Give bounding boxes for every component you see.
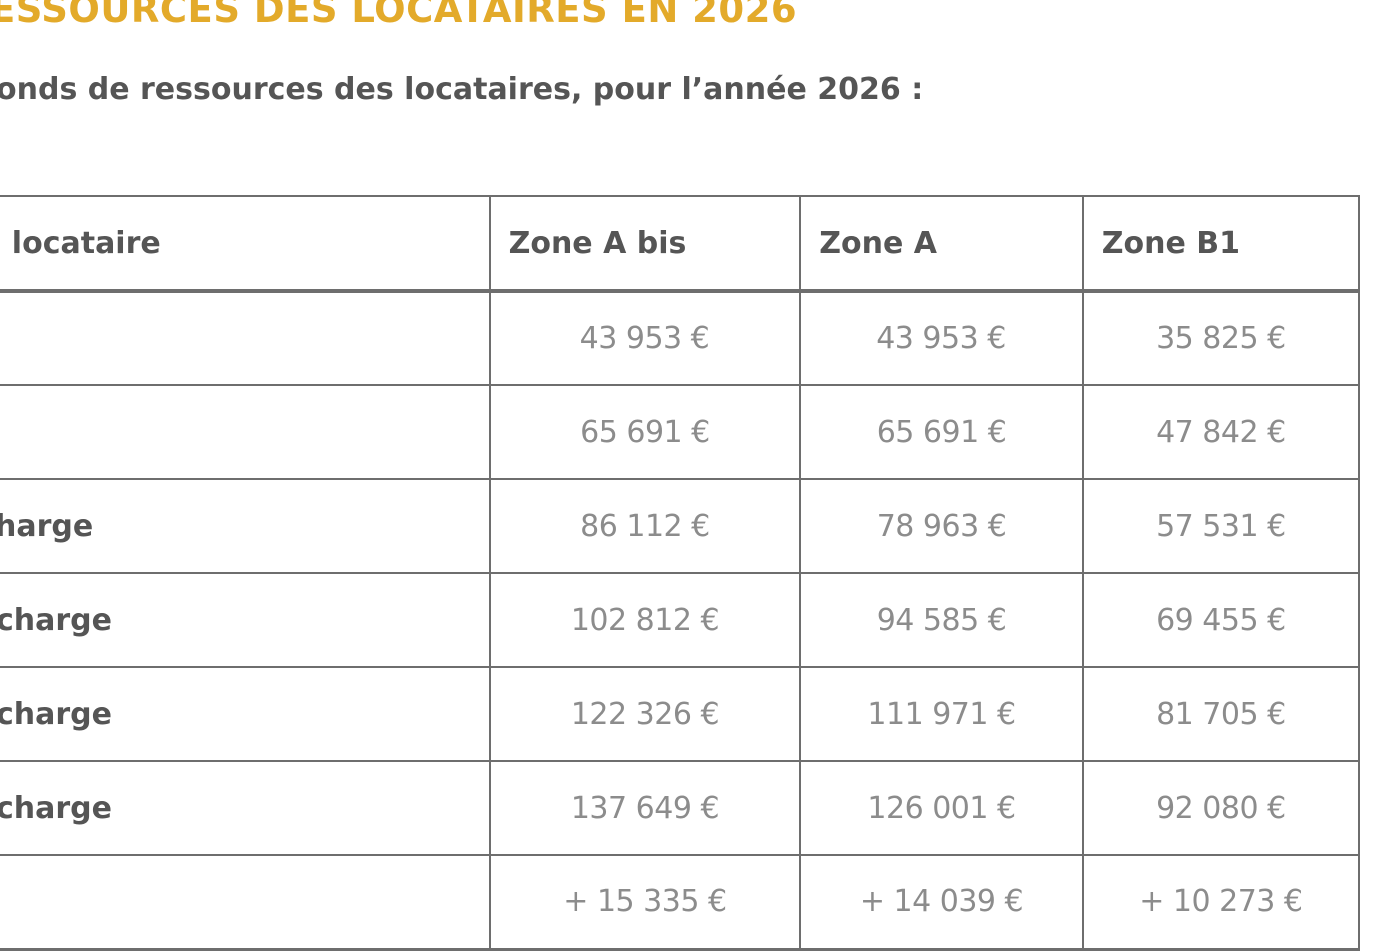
- row-label: [0, 290, 491, 386]
- page-subtitle: onds de ressources des locataires, pour …: [0, 72, 924, 107]
- cell-zone-a-bis: 86 112 €: [488, 478, 802, 574]
- table-row: + 15 335 € + 14 039 € + 10 273 €: [0, 854, 1361, 951]
- table-row: 43 953 € 43 953 € 35 825 €: [0, 290, 1361, 386]
- table-row: charge 137 649 € 126 001 € 92 080 €: [0, 760, 1361, 856]
- column-header-zone-b1: Zone B1: [1081, 195, 1361, 293]
- resource-ceilings-table: u locataire Zone A bis Zone A Zone B1 43…: [0, 195, 1361, 951]
- cell-zone-b1: 92 080 €: [1081, 760, 1361, 856]
- row-label: charge: [0, 572, 491, 668]
- cell-zone-a: 111 971 €: [799, 666, 1084, 762]
- cell-zone-b1: 47 842 €: [1081, 384, 1361, 480]
- row-label: harge: [0, 478, 491, 574]
- column-header-tenant: u locataire: [0, 195, 491, 293]
- column-header-zone-a: Zone A: [799, 195, 1084, 293]
- cell-zone-a-bis: 43 953 €: [488, 290, 802, 386]
- cell-zone-a-bis: 65 691 €: [488, 384, 802, 480]
- cell-zone-a: 43 953 €: [799, 290, 1084, 386]
- cell-zone-a-bis: + 15 335 €: [488, 854, 802, 951]
- cell-zone-a: 78 963 €: [799, 478, 1084, 574]
- row-label: [0, 854, 491, 951]
- cell-zone-a-bis: 102 812 €: [488, 572, 802, 668]
- row-label: [0, 384, 491, 480]
- cell-zone-a: + 14 039 €: [799, 854, 1084, 951]
- table-row: 65 691 € 65 691 € 47 842 €: [0, 384, 1361, 480]
- cell-zone-b1: 35 825 €: [1081, 290, 1361, 386]
- cell-zone-a: 65 691 €: [799, 384, 1084, 480]
- cell-zone-b1: 81 705 €: [1081, 666, 1361, 762]
- table-row: harge 86 112 € 78 963 € 57 531 €: [0, 478, 1361, 574]
- row-label: charge: [0, 760, 491, 856]
- row-label: charge: [0, 666, 491, 762]
- cell-zone-b1: 57 531 €: [1081, 478, 1361, 574]
- table-row: charge 102 812 € 94 585 € 69 455 €: [0, 572, 1361, 668]
- cell-zone-a: 126 001 €: [799, 760, 1084, 856]
- cell-zone-b1: 69 455 €: [1081, 572, 1361, 668]
- column-header-zone-a-bis: Zone A bis: [488, 195, 802, 293]
- cell-zone-a-bis: 122 326 €: [488, 666, 802, 762]
- cell-zone-b1: + 10 273 €: [1081, 854, 1361, 951]
- cell-zone-a-bis: 137 649 €: [488, 760, 802, 856]
- cell-zone-a: 94 585 €: [799, 572, 1084, 668]
- table-row: charge 122 326 € 111 971 € 81 705 €: [0, 666, 1361, 762]
- page-heading: ESSOURCES DES LOCATAIRES EN 2026: [0, 0, 798, 31]
- table-header-row: u locataire Zone A bis Zone A Zone B1: [0, 195, 1361, 293]
